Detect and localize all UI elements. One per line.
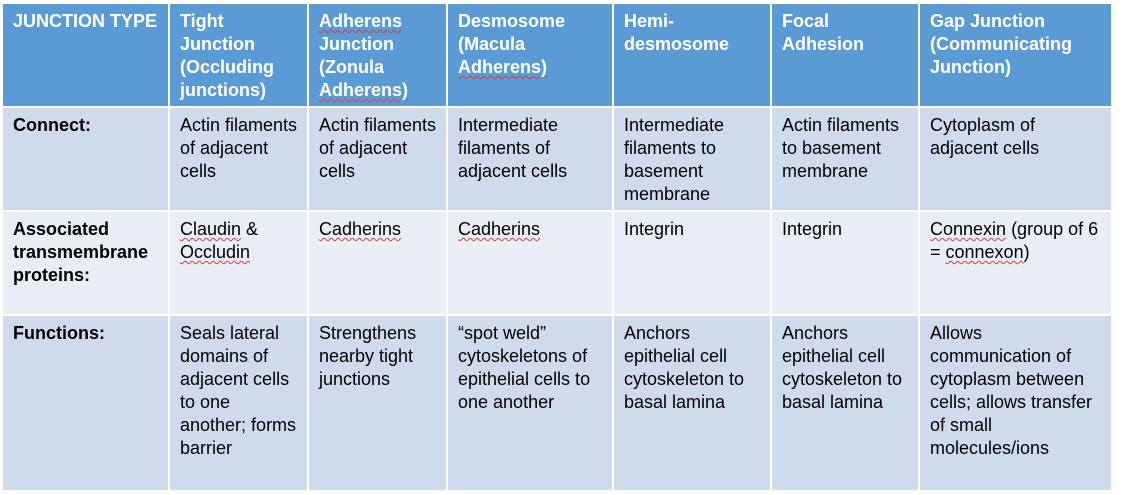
cell-connect-desmosome: Intermediate filaments of adjacent cells	[446, 106, 614, 212]
cell-functions-adherens: Strengthens nearby tight junctions	[307, 314, 448, 492]
table-row: Functions: Seals lateral domains of adja…	[1, 314, 1113, 492]
header-junction-type: JUNCTION TYPE	[1, 2, 170, 108]
cell-proteins-tight: Claudin & Occludin	[168, 210, 309, 316]
cell-proteins-focal: Integrin	[770, 210, 920, 316]
table-row: Associated transmembrane proteins: Claud…	[1, 210, 1113, 316]
table-header-row: JUNCTION TYPE Tight Junction (Occluding …	[1, 2, 1113, 108]
row-label-functions: Functions:	[1, 314, 170, 492]
header-focal-adhesion: Focal Adhesion	[770, 2, 920, 108]
cell-connect-tight: Actin filaments of adjacent cells	[168, 106, 309, 212]
cell-proteins-hemidesmosome: Integrin	[612, 210, 772, 316]
ampersand: &	[241, 219, 259, 239]
row-label-connect: Connect:	[1, 106, 170, 212]
adherens-word-2: Adherens)	[319, 80, 409, 100]
header-adherens-junction: Adherens Junction (Zonula Adherens)	[307, 2, 448, 108]
connexon-word: connexon	[945, 242, 1024, 262]
cell-functions-tight: Seals lateral domains of adjacent cells …	[168, 314, 309, 492]
claudin-word: Claudin	[180, 219, 242, 239]
desmosome-text: Desmosome (Macula	[458, 11, 566, 54]
table-row: Connect: Actin filaments of adjacent cel…	[1, 106, 1113, 212]
close-paren: )	[1023, 242, 1030, 262]
cell-connect-focal: Actin filaments to basement membrane	[770, 106, 920, 212]
cell-connect-adherens: Actin filaments of adjacent cells	[307, 106, 448, 212]
group-text: (group of 6 =	[930, 219, 1099, 262]
header-gap-junction: Gap Junction (Communicating Junction)	[918, 2, 1113, 108]
connexin-word: Connexin	[930, 219, 1007, 239]
junction-types-table: JUNCTION TYPE Tight Junction (Occluding …	[1, 2, 1113, 492]
adherens-middle: Junction (Zonula	[319, 34, 394, 77]
header-hemidesmosome: Hemi-desmosome	[612, 2, 772, 108]
desmosome-adherens-word: Adherens)	[458, 57, 548, 77]
header-tight-junction: Tight Junction (Occluding junctions)	[168, 2, 309, 108]
cell-functions-desmosome: “spot weld” cytoskeletons of epithelial …	[446, 314, 614, 492]
cell-connect-hemidesmosome: Intermediate filaments to basement membr…	[612, 106, 772, 212]
adherens-word: Adherens	[319, 11, 403, 31]
header-desmosome: Desmosome (Macula Adherens)	[446, 2, 614, 108]
cadherins-word: Cadherins	[319, 219, 402, 239]
cell-functions-gap: Allows communication of cytoplasm betwee…	[918, 314, 1113, 492]
cadherins-word-2: Cadherins	[458, 219, 541, 239]
cell-functions-hemidesmosome: Anchors epithelial cell cytoskeleton to …	[612, 314, 772, 492]
cell-proteins-adherens: Cadherins	[307, 210, 448, 316]
occludin-word: Occludin	[180, 242, 251, 262]
cell-proteins-gap: Connexin (group of 6 = connexon)	[918, 210, 1113, 316]
cell-proteins-desmosome: Cadherins	[446, 210, 614, 316]
row-label-proteins: Associated transmembrane proteins:	[1, 210, 170, 316]
cell-connect-gap: Cytoplasm of adjacent cells	[918, 106, 1113, 212]
cell-functions-focal: Anchors epithelial cell cytoskeleton to …	[770, 314, 920, 492]
